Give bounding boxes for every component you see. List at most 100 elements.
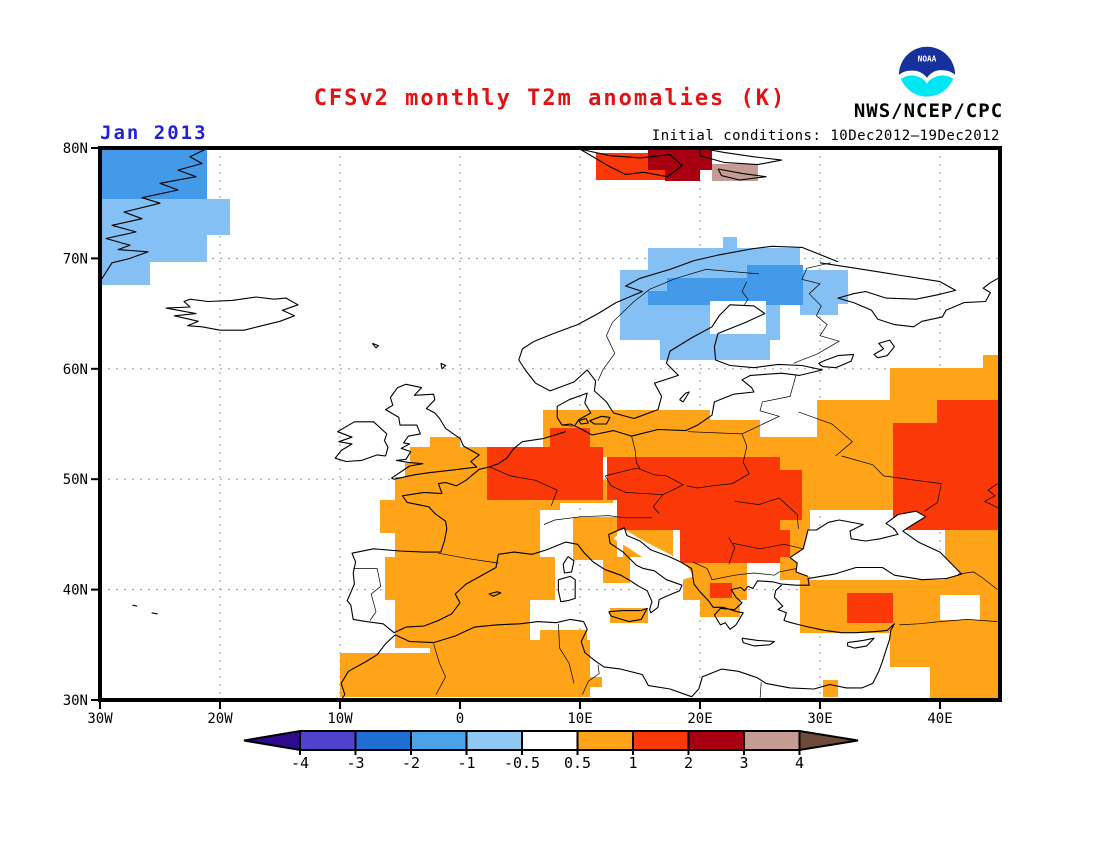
- anomaly-cell-p1: [405, 463, 460, 477]
- coastline-continental-europe: [346, 431, 963, 634]
- lat-tick-label: 80N: [63, 141, 88, 157]
- coastline-kola-whitesea: [819, 262, 1000, 328]
- coastline-lake-ladoga: [818, 353, 855, 369]
- anomaly-cell-p2: [937, 400, 1000, 423]
- lat-tick-label: 30N: [63, 693, 88, 709]
- anomaly-cell-m1: [800, 304, 838, 315]
- lon-tick-label: 30W: [87, 711, 113, 727]
- anomaly-cell-m1: [100, 262, 150, 285]
- colorbar-segment: [576, 730, 634, 751]
- coastline-cyprus: [847, 637, 875, 649]
- country-border: [597, 269, 759, 382]
- coastline-sardinia: [557, 575, 576, 603]
- coastline-turkey-levant-africa: [340, 584, 895, 700]
- coastline-funen: [578, 417, 589, 425]
- coastline-svalbard-ne: [699, 148, 783, 166]
- lon-tick-label: 40E: [927, 711, 952, 727]
- coastline-uk: [385, 383, 480, 480]
- country-border: [759, 682, 762, 700]
- coastline-corsica: [562, 556, 575, 574]
- coastline-crete: [741, 637, 775, 647]
- colorbar-tick-label: -3: [346, 754, 364, 772]
- coastline-azores-1: [151, 612, 158, 615]
- lon-tick-label: 10W: [327, 711, 353, 727]
- lat-tick-label: 50N: [63, 472, 88, 488]
- country-border: [353, 568, 382, 621]
- country-border: [686, 431, 750, 489]
- coastline-scandinavia-baltic: [518, 245, 839, 437]
- anomaly-cell-p1: [890, 368, 1000, 400]
- country-border: [489, 466, 558, 506]
- colorbar-tick-label: -4: [291, 754, 309, 772]
- colorbar-segment: [465, 730, 523, 751]
- anomaly-cell-p1: [940, 680, 967, 700]
- anomaly-cell-p2: [617, 500, 780, 530]
- colorbar-tick-label: 3: [739, 754, 748, 772]
- coastline-svalbard-e: [717, 168, 767, 181]
- lat-tick-label: 70N: [63, 251, 88, 267]
- anomaly-cell-p1: [540, 685, 563, 695]
- lon-tick-label: 20E: [687, 711, 712, 727]
- coastline-zealand: [589, 415, 611, 425]
- colorbar-segment: [410, 730, 468, 751]
- coastline-greenland: [100, 148, 209, 282]
- anomaly-cell-p2: [847, 593, 893, 623]
- anomaly-cell-p1: [890, 633, 1000, 667]
- anomaly-cell-p1: [558, 655, 573, 670]
- anomaly-cell-p1: [610, 608, 648, 623]
- country-border: [433, 643, 446, 695]
- anomaly-cell-p1: [385, 557, 555, 600]
- anomaly-cell-p1: [823, 680, 838, 697]
- anomaly-cell-p2: [893, 423, 1000, 470]
- lat-tick-label: 40N: [63, 583, 88, 599]
- country-border: [732, 542, 804, 550]
- country-border: [631, 436, 641, 469]
- country-border: [558, 623, 575, 684]
- adriatic-sea-overlay: [613, 528, 694, 580]
- coastline-sicily: [608, 607, 648, 623]
- anomaly-cell-p1: [983, 355, 1000, 368]
- coastline-gotland: [679, 391, 690, 403]
- country-border: [957, 571, 998, 590]
- country-border: [741, 375, 797, 435]
- coastline-balearics: [488, 591, 502, 597]
- map-frame: [98, 146, 1002, 702]
- anomaly-cell-p1: [380, 500, 395, 533]
- country-border: [543, 515, 652, 525]
- country-border: [899, 619, 998, 626]
- colorbar-segment: [687, 730, 745, 751]
- colorbar-segment: [743, 730, 801, 751]
- colorbar-tick-label: -0.5: [504, 754, 540, 772]
- noaa-logo-gull-icon: [900, 70, 954, 84]
- colorbar-segment: [354, 730, 412, 751]
- anomaly-cell-p2: [607, 457, 780, 500]
- anomaly-cell-p1: [540, 630, 587, 643]
- anomaly-cell-p2: [780, 470, 802, 520]
- country-border: [793, 262, 841, 364]
- anomaly-cell-p1: [430, 437, 460, 447]
- map-layers: [100, 148, 1000, 700]
- country-border: [728, 537, 736, 565]
- anomaly-cell-m1: [100, 199, 230, 235]
- colorbar-tick-label: 4: [795, 754, 804, 772]
- colorbar-segment: [299, 730, 357, 751]
- lon-tick-label: 10E: [567, 711, 592, 727]
- lon-tick-label: 0: [456, 711, 464, 727]
- colorbar-arrow-right: [798, 729, 859, 752]
- colorbar-tick-label: -1: [457, 754, 475, 772]
- country-border: [734, 497, 799, 529]
- country-border: [563, 424, 573, 427]
- anomaly-cell-m2: [100, 148, 207, 199]
- anomaly-cell-m1: [100, 235, 207, 262]
- country-border: [604, 467, 684, 496]
- coastline-faroe: [371, 342, 379, 349]
- noaa-logo-sea: [900, 75, 954, 97]
- country-border: [692, 561, 797, 581]
- anomaly-cell-m2: [648, 291, 667, 305]
- coastline-lake-onega: [873, 339, 895, 359]
- anomaly-cell-p1: [710, 420, 760, 448]
- anomaly-cell-p2: [760, 530, 790, 557]
- anomaly-cell-p2: [550, 428, 590, 450]
